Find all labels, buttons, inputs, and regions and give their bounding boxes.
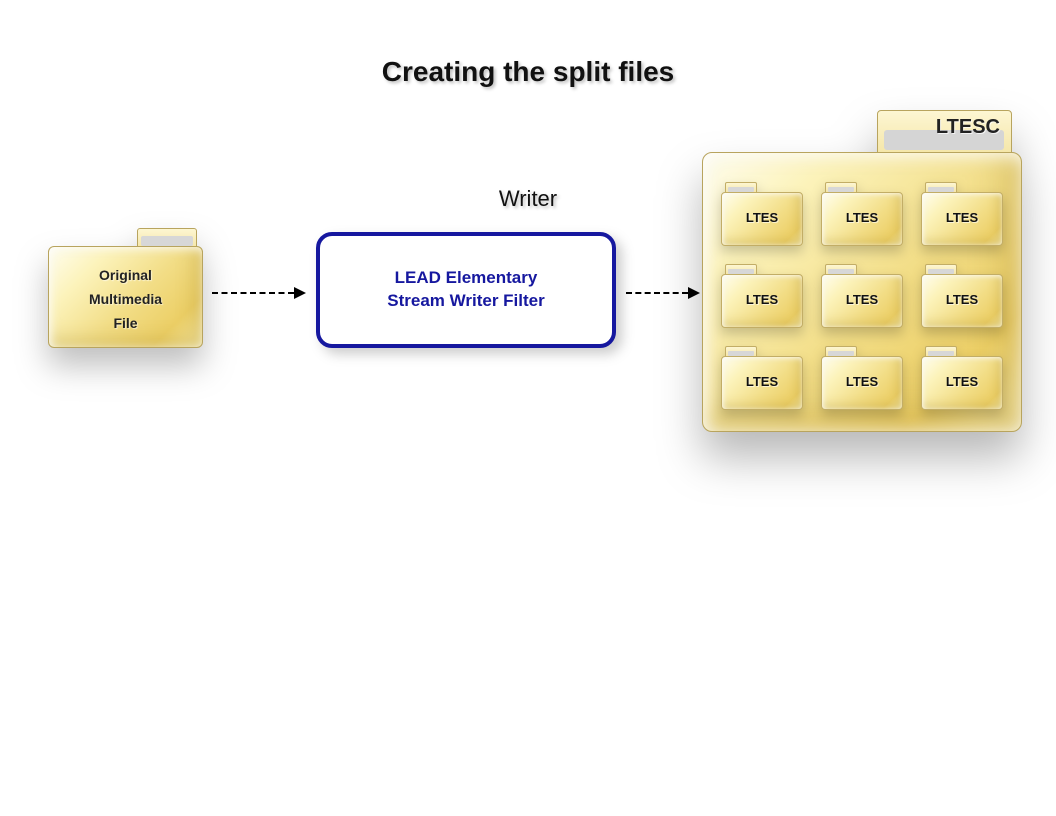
- mini-folder-label: LTES: [921, 292, 1003, 307]
- mini-folder: LTES: [921, 182, 1003, 246]
- arrow-head-icon: [294, 287, 306, 299]
- mini-folder-label: LTES: [921, 374, 1003, 389]
- folder-tab-inset: [141, 236, 193, 246]
- source-folder-line: File: [48, 312, 203, 336]
- arrow-shaft: [212, 292, 294, 294]
- mini-folder: LTES: [821, 264, 903, 328]
- mini-folder-label: LTES: [921, 210, 1003, 225]
- mini-folder-label: LTES: [821, 292, 903, 307]
- mini-folder-label: LTES: [821, 210, 903, 225]
- arrow-shaft: [626, 292, 688, 294]
- source-folder-label: Original Multimedia File: [48, 264, 203, 335]
- mini-folder: LTES: [821, 346, 903, 410]
- arrow-head-icon: [688, 287, 700, 299]
- mini-folder: LTES: [721, 182, 803, 246]
- mini-folder: LTES: [721, 346, 803, 410]
- filter-line: LEAD Elementary: [387, 267, 544, 290]
- mini-folder-label: LTES: [721, 210, 803, 225]
- source-folder-line: Original: [48, 264, 203, 288]
- filter-box-text: LEAD Elementary Stream Writer Filter: [387, 267, 544, 313]
- output-folder-label: LTESC: [936, 116, 1000, 139]
- page-title: Creating the split files: [382, 56, 675, 88]
- mini-folder-label: LTES: [721, 374, 803, 389]
- filter-box: LEAD Elementary Stream Writer Filter: [316, 232, 616, 348]
- mini-folder-label: LTES: [821, 374, 903, 389]
- section-label-writer: Writer: [499, 186, 557, 212]
- mini-folder: LTES: [821, 182, 903, 246]
- output-folder-grid: LTES LTES LTES LTES LTES LTES LTES LTES LTES: [702, 182, 1022, 410]
- mini-folder-label: LTES: [721, 292, 803, 307]
- output-folder: LTESC LTESLTESLTESLTESLTESLTESLTESLTESLT…: [702, 110, 1022, 432]
- mini-folder: LTES: [721, 264, 803, 328]
- mini-folder: LTES: [921, 346, 1003, 410]
- mini-folder: LTES: [921, 264, 1003, 328]
- source-folder-line: Multimedia: [48, 288, 203, 312]
- source-folder: Original Multimedia File: [48, 228, 203, 348]
- filter-box-wrap: LEAD Elementary Stream Writer Filter: [316, 232, 616, 348]
- filter-line: Stream Writer Filter: [387, 290, 544, 313]
